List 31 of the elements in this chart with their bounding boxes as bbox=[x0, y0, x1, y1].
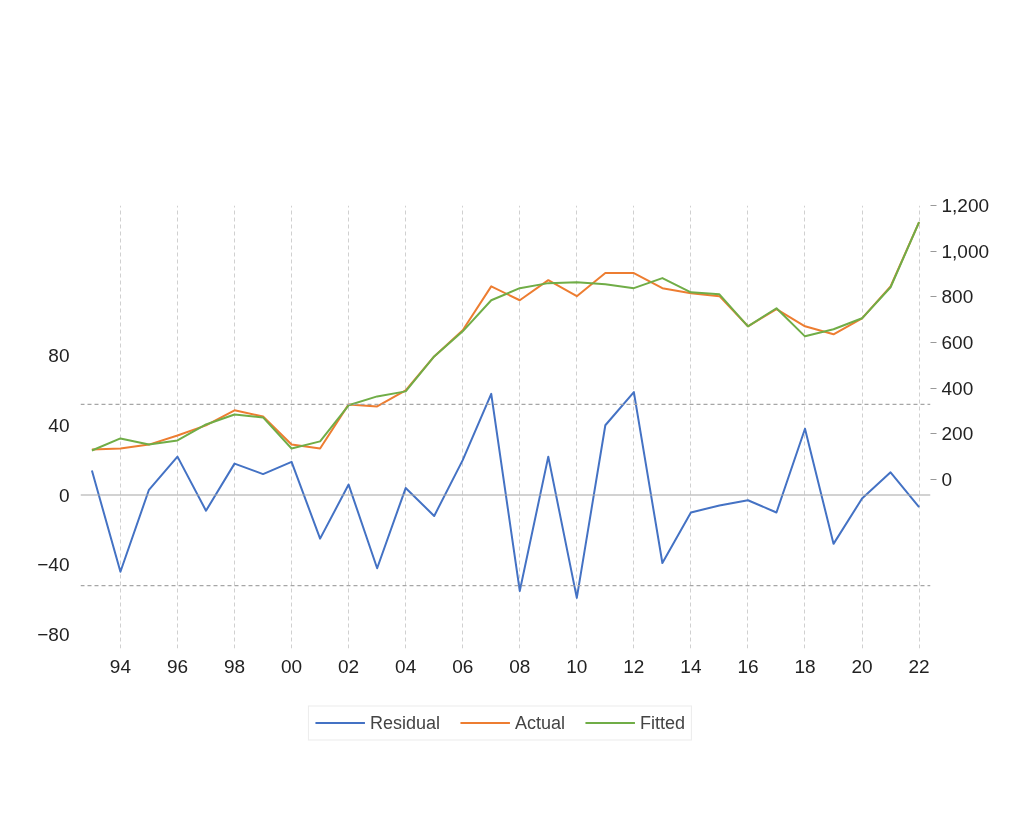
x-tick-label: 12 bbox=[623, 655, 645, 677]
x-tick-label: 00 bbox=[281, 655, 303, 677]
x-tick-label: 16 bbox=[737, 655, 759, 677]
x-tick-label: 10 bbox=[566, 655, 588, 677]
x-tick-label: 96 bbox=[166, 655, 189, 677]
y-tick-label: 40 bbox=[48, 414, 70, 436]
y2-tick-label: 1,000 bbox=[941, 240, 990, 262]
legend-label: Actual bbox=[514, 712, 566, 733]
y2-tick-label: 200 bbox=[941, 423, 974, 445]
y2-tick-label: 1,200 bbox=[941, 195, 990, 216]
x-tick-label: 20 bbox=[851, 655, 873, 677]
y-tick-label: 80 bbox=[48, 344, 70, 366]
x-tick-label: 08 bbox=[509, 655, 531, 677]
y-tick-label: −80 bbox=[37, 624, 70, 646]
y-tick-label: 0 bbox=[58, 484, 70, 506]
legend-label: Fitted bbox=[640, 712, 686, 733]
x-tick-label: 14 bbox=[680, 655, 702, 677]
y2-tick-label: 400 bbox=[941, 377, 974, 399]
y2-tick-label: 0 bbox=[941, 469, 953, 491]
line-series bbox=[90, 391, 921, 599]
x-tick-label: 98 bbox=[223, 655, 246, 677]
x-tick-label: 22 bbox=[908, 655, 930, 677]
x-tick-label: 18 bbox=[794, 655, 816, 677]
legend-label: Residual bbox=[369, 712, 440, 733]
y2-tick-label: 600 bbox=[941, 332, 974, 354]
x-tick-label: 04 bbox=[395, 655, 417, 677]
x-tick-label: 02 bbox=[338, 655, 360, 677]
y2-tick-label: 800 bbox=[941, 286, 974, 308]
x-tick-label: 94 bbox=[109, 655, 132, 677]
y-tick-label: −40 bbox=[37, 554, 70, 576]
x-tick-label: 06 bbox=[452, 655, 474, 677]
